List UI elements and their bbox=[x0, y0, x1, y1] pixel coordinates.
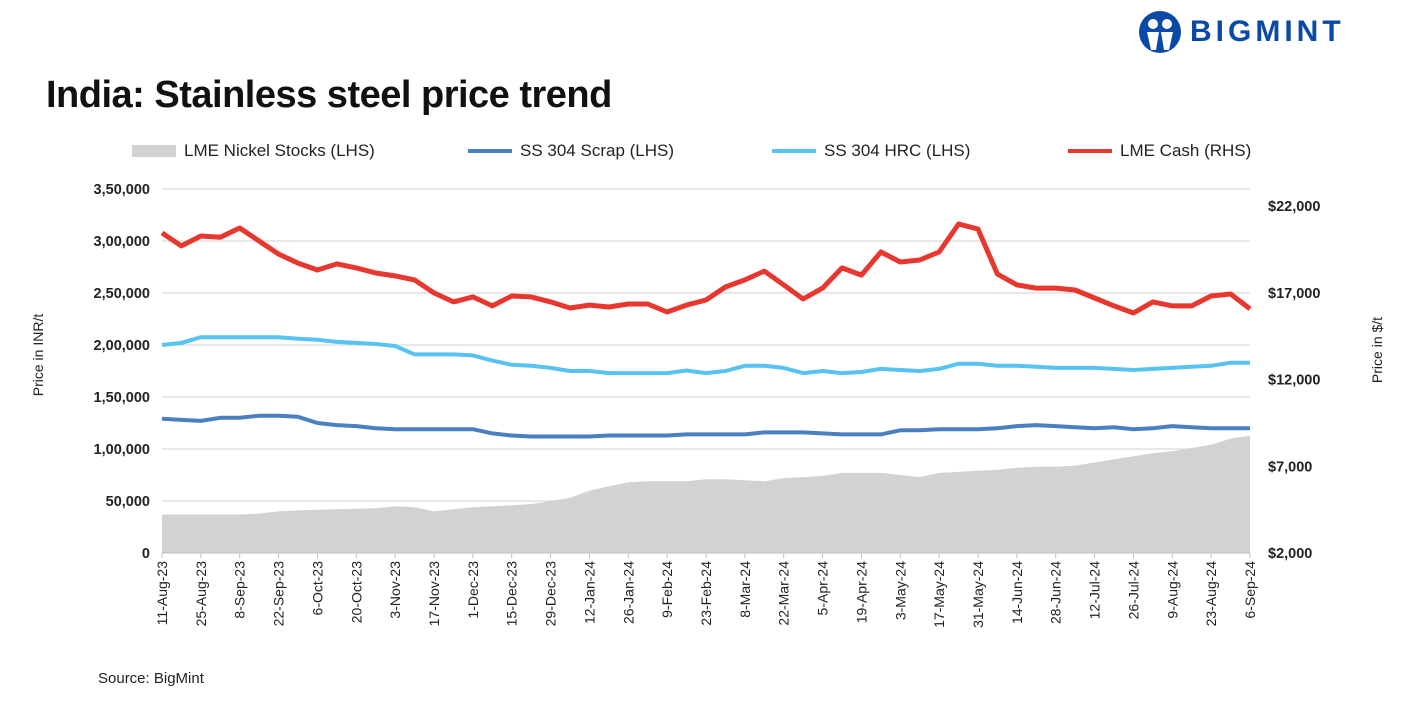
legend-item-nickel-stocks: LME Nickel Stocks (LHS) bbox=[132, 141, 375, 161]
x-tick-label: 3-Nov-23 bbox=[387, 561, 403, 619]
x-tick-label: 25-Aug-23 bbox=[193, 561, 209, 627]
legend-swatch bbox=[132, 145, 176, 157]
legend-label: SS 304 Scrap (LHS) bbox=[520, 141, 675, 160]
x-tick-label: 19-Apr-24 bbox=[853, 561, 869, 623]
logo-text: BIGMINT bbox=[1190, 15, 1345, 48]
y-tick-right: $17,000 bbox=[1268, 286, 1320, 302]
x-tick-label: 14-Jun-24 bbox=[1009, 561, 1025, 624]
x-tick-label: 12-Jan-24 bbox=[581, 561, 597, 624]
x-tick-label: 11-Aug-23 bbox=[154, 561, 170, 626]
x-tick-label: 8-Mar-24 bbox=[737, 561, 753, 618]
legend-item-scrap: SS 304 Scrap (LHS) bbox=[468, 141, 674, 161]
source-note: Source: BigMint bbox=[98, 670, 204, 687]
x-tick-label: 1-Dec-23 bbox=[465, 561, 481, 619]
series-line-hrc bbox=[161, 335, 1250, 376]
x-tick-label: 6-Sep-24 bbox=[1242, 561, 1258, 619]
series-line-scrap bbox=[161, 413, 1250, 439]
series-line-lme-cash bbox=[160, 221, 1252, 316]
y-tick-left: 0 bbox=[142, 546, 150, 562]
y-tick-right: $22,000 bbox=[1268, 199, 1320, 215]
legend-swatch bbox=[468, 149, 512, 153]
x-tick-label: 22-Mar-24 bbox=[776, 561, 792, 626]
x-tick-label: 17-Nov-23 bbox=[426, 561, 442, 627]
y-tick-left: 50,000 bbox=[106, 494, 150, 510]
legend-swatch bbox=[1068, 149, 1112, 153]
legend-label: SS 304 HRC (LHS) bbox=[824, 141, 971, 160]
x-tick-label: 22-Sep-23 bbox=[271, 561, 287, 627]
x-tick-label: 28-Jun-24 bbox=[1048, 561, 1064, 624]
y-tick-right: $7,000 bbox=[1268, 459, 1312, 475]
legend-item-hrc: SS 304 HRC (LHS) bbox=[772, 141, 970, 161]
x-tick-label: 20-Oct-23 bbox=[348, 561, 364, 623]
y-tick-left: 1,00,000 bbox=[94, 442, 150, 458]
series-area-nickel-stocks bbox=[162, 435, 1250, 553]
x-tick-label: 9-Feb-24 bbox=[659, 561, 675, 618]
x-tick-label: 12-Jul-24 bbox=[1087, 561, 1103, 620]
y-tick-left: 1,50,000 bbox=[94, 390, 150, 406]
y-tick-left: 2,50,000 bbox=[94, 286, 150, 302]
x-tick-label: 8-Sep-23 bbox=[232, 561, 248, 619]
x-tick-label: 26-Jul-24 bbox=[1125, 561, 1141, 620]
x-tick-label: 29-Dec-23 bbox=[543, 561, 559, 627]
legend-label: LME Nickel Stocks (LHS) bbox=[184, 141, 375, 160]
y-axis-left-label: Price in INR/t bbox=[30, 314, 46, 397]
y-tick-left: 2,00,000 bbox=[94, 338, 150, 354]
legend-item-lme-cash: LME Cash (RHS) bbox=[1068, 141, 1251, 161]
x-tick-label: 23-Aug-24 bbox=[1203, 561, 1219, 627]
legend: LME Nickel Stocks (LHS) SS 304 Scrap (LH… bbox=[0, 141, 1402, 163]
x-tick-label: 9-Aug-24 bbox=[1164, 561, 1180, 619]
y-tick-right: $12,000 bbox=[1268, 373, 1320, 389]
chart-title: India: Stainless steel price trend bbox=[46, 74, 612, 116]
logo-people-icon bbox=[1139, 11, 1181, 53]
x-tick-label: 31-May-24 bbox=[970, 561, 986, 628]
y-tick-left: 3,50,000 bbox=[94, 182, 150, 198]
legend-swatch bbox=[772, 149, 816, 153]
x-tick-label: 15-Dec-23 bbox=[504, 561, 520, 627]
x-tick-label: 6-Oct-23 bbox=[309, 561, 325, 616]
x-tick-label: 17-May-24 bbox=[931, 561, 947, 628]
bigmint-logo: BIGMINT bbox=[1138, 10, 1345, 54]
x-tick-label: 5-Apr-24 bbox=[815, 561, 831, 616]
y-tick-left: 3,00,000 bbox=[94, 234, 150, 250]
legend-label: LME Cash (RHS) bbox=[1120, 141, 1252, 160]
x-tick-label: 26-Jan-24 bbox=[620, 561, 636, 624]
x-tick-label: 23-Feb-24 bbox=[698, 561, 714, 626]
y-axis-right-label: Price in $/t bbox=[1369, 317, 1385, 383]
y-tick-right: $2,000 bbox=[1268, 546, 1312, 562]
x-tick-label: 3-May-24 bbox=[892, 561, 908, 620]
